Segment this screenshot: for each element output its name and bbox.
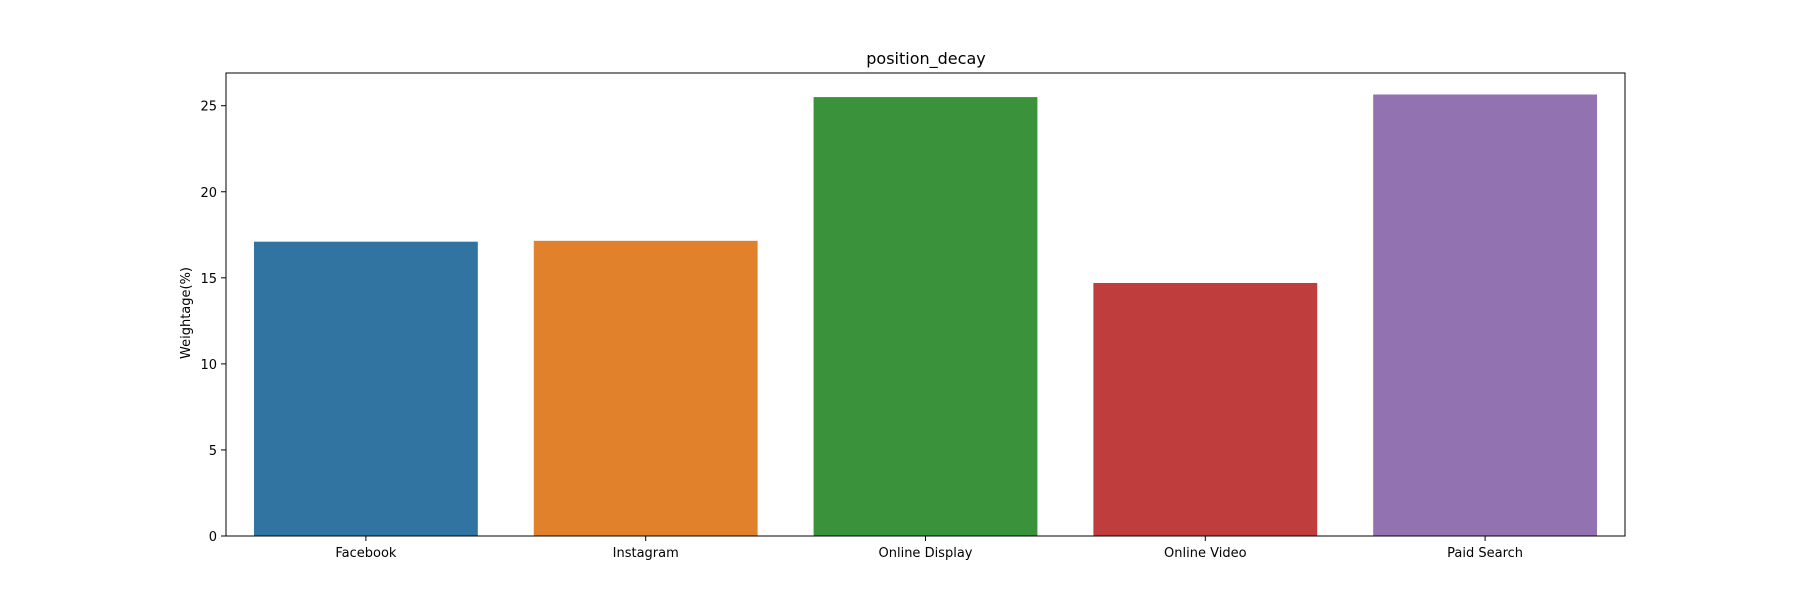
bars-group: [253, 94, 1598, 537]
x-tick-label: Instagram: [613, 546, 679, 561]
bar-online-video: [1093, 282, 1318, 536]
x-tick-label: Online Video: [1164, 546, 1247, 561]
bar-facebook: [253, 241, 478, 536]
chart-title: position_decay: [866, 49, 985, 69]
y-tick-label: 0: [209, 530, 217, 545]
y-axis-label: Weightage(%): [179, 267, 194, 359]
x-tick-label: Online Display: [879, 546, 973, 561]
bar-online-display: [813, 97, 1038, 537]
y-tick-label: 15: [200, 272, 217, 287]
y-tick-label: 10: [200, 358, 217, 373]
x-tick-label: Paid Search: [1447, 546, 1523, 561]
bar-instagram: [533, 240, 758, 536]
y-tick-label: 25: [200, 100, 217, 115]
bar-paid-search: [1373, 94, 1598, 537]
x-tick-label: Facebook: [335, 546, 397, 561]
y-tick-label: 5: [209, 444, 217, 459]
x-axis-ticks: Facebook Instagram Online Display Online Vi…: [335, 536, 1523, 561]
y-axis-ticks: 0 5 10 15 20 25: [200, 100, 226, 545]
plot-frame: [225, 72, 1626, 537]
y-tick-label: 20: [200, 186, 217, 201]
